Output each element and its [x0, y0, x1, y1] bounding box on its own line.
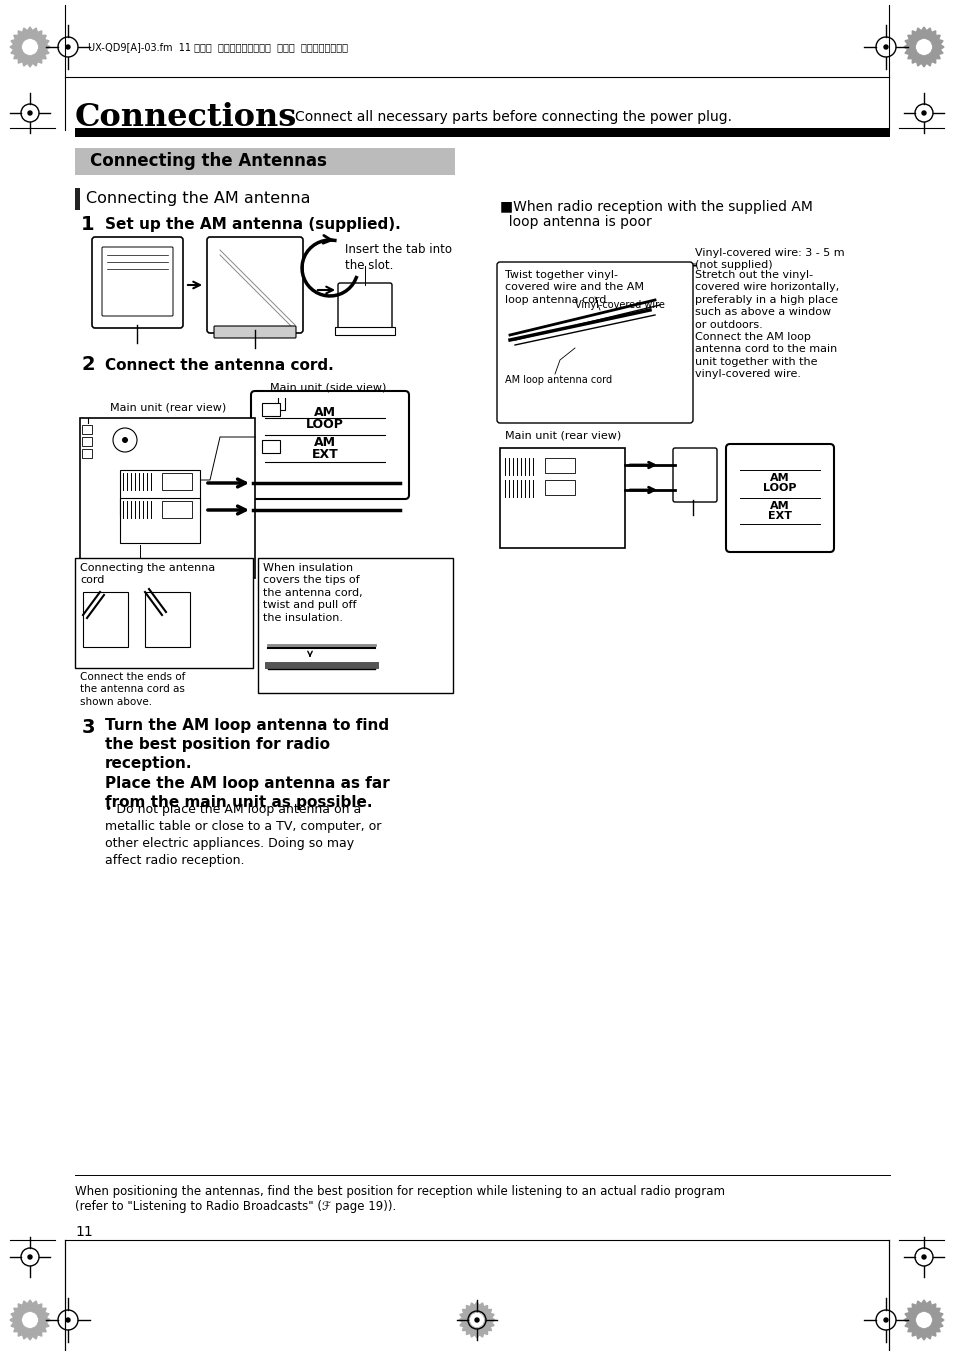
- Circle shape: [122, 436, 128, 443]
- Bar: [145, 592, 190, 647]
- Text: EXT: EXT: [767, 511, 791, 521]
- Bar: [544, 480, 575, 494]
- Circle shape: [66, 45, 70, 49]
- Bar: [75, 128, 889, 136]
- Text: UX-QD9[A]-03.fm  11 ページ  ２００４年９月７日  火曜日  午前１１時２２分: UX-QD9[A]-03.fm 11 ページ ２００４年９月７日 火曜日 午前１…: [88, 42, 348, 51]
- FancyBboxPatch shape: [91, 236, 183, 328]
- FancyBboxPatch shape: [337, 282, 392, 332]
- Text: LOOP: LOOP: [762, 484, 796, 493]
- Text: Vinyl-covered wire: 3 - 5 m
(not supplied): Vinyl-covered wire: 3 - 5 m (not supplie…: [695, 249, 843, 270]
- Text: 1: 1: [81, 215, 94, 234]
- Bar: [335, 327, 395, 335]
- FancyBboxPatch shape: [207, 236, 303, 332]
- Bar: [75, 188, 80, 209]
- Text: AM: AM: [769, 473, 789, 484]
- Text: Turn the AM loop antenna to find
the best position for radio
reception.
Place th: Turn the AM loop antenna to find the bes…: [105, 717, 390, 809]
- Bar: [82, 426, 91, 434]
- FancyBboxPatch shape: [725, 444, 833, 553]
- FancyBboxPatch shape: [213, 326, 295, 338]
- Bar: [83, 592, 128, 647]
- Text: AM: AM: [314, 407, 335, 420]
- Text: When insulation
covers the tips of
the antenna cord,
twist and pull off
the insu: When insulation covers the tips of the a…: [263, 563, 362, 623]
- FancyBboxPatch shape: [257, 558, 453, 693]
- Bar: [82, 449, 91, 458]
- FancyBboxPatch shape: [672, 449, 717, 503]
- Text: Main unit (rear view): Main unit (rear view): [110, 403, 226, 412]
- Polygon shape: [458, 1302, 495, 1337]
- Text: 11: 11: [75, 1225, 92, 1239]
- Bar: [162, 473, 192, 490]
- Bar: [80, 417, 254, 578]
- Bar: [75, 149, 455, 176]
- Text: (refer to "Listening to Radio Broadcasts" (ℱ page 19)).: (refer to "Listening to Radio Broadcasts…: [75, 1200, 395, 1213]
- Text: ■When radio reception with the supplied AM: ■When radio reception with the supplied …: [499, 200, 812, 213]
- Text: Connect the ends of
the antenna cord as
shown above.: Connect the ends of the antenna cord as …: [80, 671, 185, 707]
- Text: AM loop antenna cord: AM loop antenna cord: [504, 376, 612, 385]
- Text: 2: 2: [81, 355, 94, 374]
- Text: 3: 3: [81, 717, 94, 738]
- Text: Connecting the AM antenna: Connecting the AM antenna: [86, 192, 310, 207]
- Text: AM: AM: [314, 436, 335, 450]
- Bar: [499, 449, 624, 549]
- Bar: [262, 440, 280, 453]
- Text: Twist together vinyl-
covered wire and the AM
loop antenna cord.: Twist together vinyl- covered wire and t…: [504, 270, 643, 305]
- Polygon shape: [10, 27, 50, 68]
- Text: Connections: Connections: [75, 101, 297, 132]
- Circle shape: [28, 111, 32, 115]
- Polygon shape: [903, 27, 943, 68]
- Polygon shape: [903, 1300, 943, 1340]
- Text: LOOP: LOOP: [306, 417, 344, 431]
- Bar: [120, 470, 200, 515]
- Text: Insert the tab into
the slot.: Insert the tab into the slot.: [345, 243, 452, 272]
- Text: Connecting the Antennas: Connecting the Antennas: [90, 153, 327, 170]
- Bar: [162, 501, 192, 517]
- Text: Connecting the antenna
cord: Connecting the antenna cord: [80, 563, 215, 585]
- Text: When positioning the antennas, find the best position for reception while listen: When positioning the antennas, find the …: [75, 1185, 724, 1198]
- Text: loop antenna is poor: loop antenna is poor: [499, 215, 651, 230]
- Text: EXT: EXT: [312, 447, 338, 461]
- Circle shape: [28, 1255, 32, 1259]
- Circle shape: [915, 39, 931, 55]
- Circle shape: [475, 1319, 478, 1323]
- Circle shape: [883, 1319, 887, 1323]
- Text: Connect all necessary parts before connecting the power plug.: Connect all necessary parts before conne…: [294, 109, 731, 124]
- Circle shape: [66, 1319, 70, 1323]
- Bar: [544, 458, 575, 473]
- FancyBboxPatch shape: [75, 558, 253, 667]
- FancyBboxPatch shape: [497, 262, 692, 423]
- Circle shape: [921, 111, 925, 115]
- FancyBboxPatch shape: [102, 247, 172, 316]
- Bar: [82, 436, 91, 446]
- Text: Vinyl-covered wire: Vinyl-covered wire: [575, 300, 664, 309]
- Bar: [262, 403, 280, 416]
- Circle shape: [883, 45, 887, 49]
- Circle shape: [22, 1312, 38, 1328]
- Text: Set up the AM antenna (supplied).: Set up the AM antenna (supplied).: [105, 216, 400, 231]
- Circle shape: [22, 39, 38, 55]
- FancyBboxPatch shape: [251, 390, 409, 499]
- Circle shape: [469, 1312, 484, 1328]
- Bar: [120, 499, 200, 543]
- Text: Stretch out the vinyl-
covered wire horizontally,
preferably in a high place
suc: Stretch out the vinyl- covered wire hori…: [695, 270, 839, 380]
- Circle shape: [921, 1255, 925, 1259]
- Polygon shape: [10, 1300, 50, 1340]
- Text: AM: AM: [769, 501, 789, 511]
- Text: Connect the antenna cord.: Connect the antenna cord.: [105, 358, 334, 373]
- Text: Main unit (side view): Main unit (side view): [270, 382, 386, 392]
- Text: • Do not place the AM loop antenna on a
metallic table or close to a TV, compute: • Do not place the AM loop antenna on a …: [105, 802, 381, 867]
- Circle shape: [915, 1312, 931, 1328]
- FancyArrowPatch shape: [317, 286, 333, 293]
- Text: Main unit (rear view): Main unit (rear view): [504, 430, 620, 440]
